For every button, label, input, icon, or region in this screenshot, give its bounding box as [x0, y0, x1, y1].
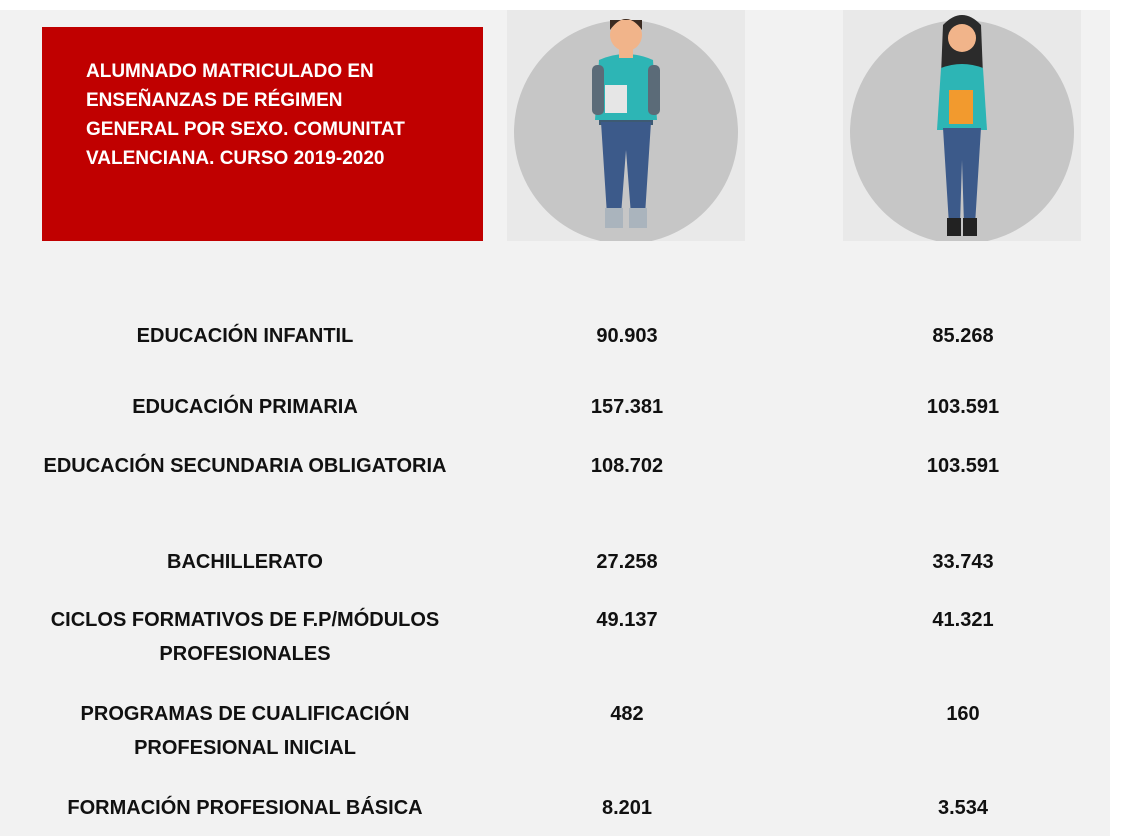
category: EDUCACIÓN INFANTIL [136, 325, 354, 347]
female-student-icon [843, 10, 1081, 241]
title-box: ALUMNADO MATRICULADO EN ENSEÑANZAS DE RÉ… [42, 27, 483, 241]
male-count: 157.381 [590, 396, 664, 418]
category: PROGRAMAS DE CUALIFICACIÓN PROFESIONAL I… [80, 703, 410, 759]
male-count: 482 [610, 703, 644, 725]
female-count: 33.743 [932, 551, 994, 573]
male-count: 8.201 [601, 797, 653, 819]
female-count: 3.534 [937, 797, 989, 819]
category: FORMACIÓN PROFESIONAL BÁSICA [67, 797, 423, 819]
male-count: 27.258 [596, 551, 658, 573]
male-count: 90.903 [596, 325, 658, 347]
male-count: 108.702 [590, 455, 664, 477]
female-count: 103.591 [926, 396, 1000, 418]
female-count: 160 [946, 703, 980, 725]
female-count: 103.591 [926, 455, 1000, 477]
female-count: 41.321 [932, 609, 994, 631]
category: EDUCACIÓN SECUNDARIA OBLIGATORIA [43, 455, 447, 477]
female-count: 85.268 [932, 325, 994, 347]
male-count: 49.137 [596, 609, 658, 631]
category: BACHILLERATO [167, 551, 323, 573]
category: EDUCACIÓN PRIMARIA [132, 396, 358, 418]
male-student-icon [507, 10, 745, 241]
category: CICLOS FORMATIVOS DE F.P/MÓDULOS PROFESI… [50, 609, 440, 665]
